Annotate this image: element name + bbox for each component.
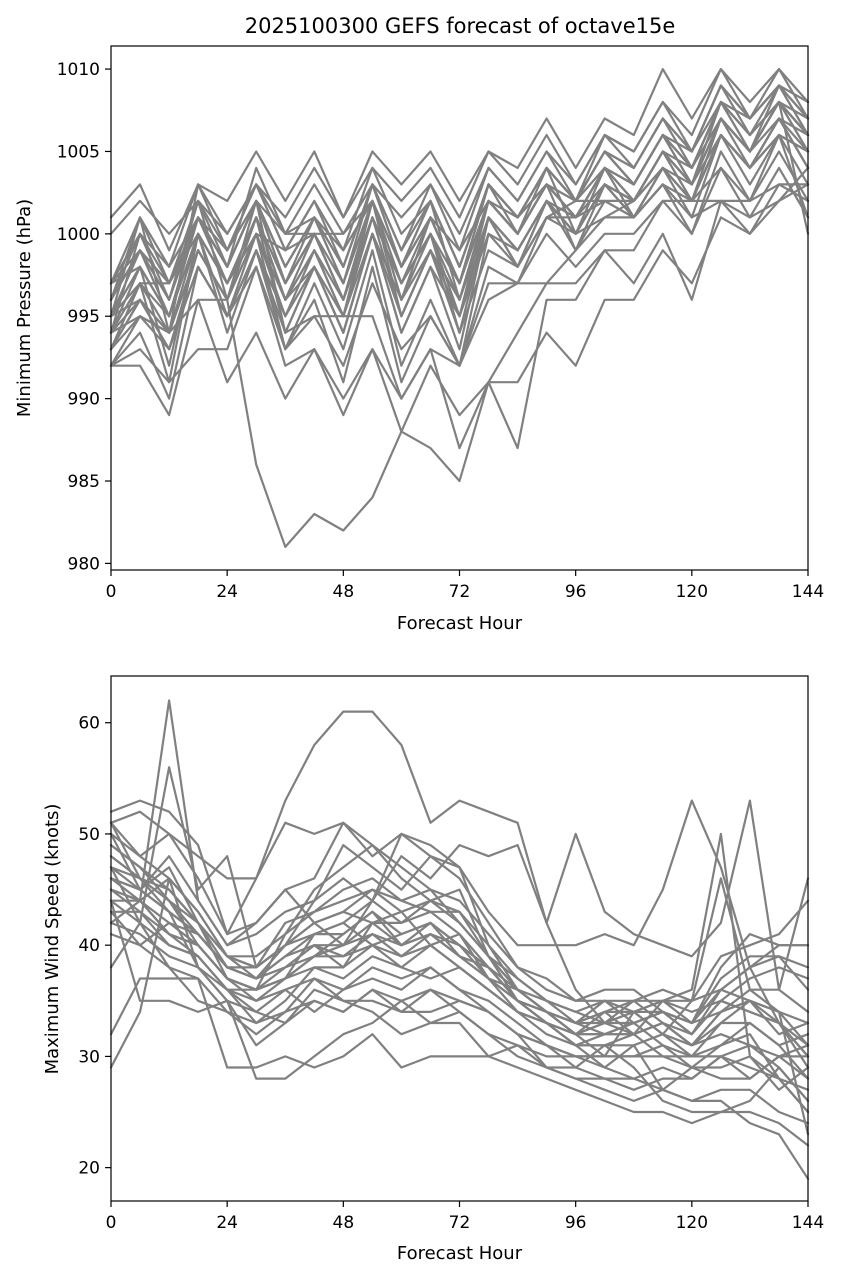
wind-panel: 0 24 48 72 96 120 144 20 30 40 50 60 Forecast Hour… [42, 675, 824, 1264]
pressure-x-tick-label: 120 [676, 582, 708, 602]
pressure-y-tick-label: 995 [68, 307, 100, 327]
chart-title: 2025100300 GEFS forecast of octave15e [245, 14, 676, 38]
wind-series-line-m02 [109, 710, 810, 991]
pressure-series-line-m06 [109, 67, 810, 252]
pressure-y-tick-label: 990 [68, 390, 100, 410]
pressure-x-ticks: 0 24 48 72 96 120 144 [106, 570, 824, 602]
wind-series-group [109, 699, 810, 1180]
pressure-x-tick-label: 96 [565, 582, 587, 602]
wind-y-ticks: 20 30 40 50 60 [78, 714, 111, 1179]
wind-y-tick-label: 40 [78, 936, 100, 956]
pressure-x-tick-label: 72 [449, 582, 471, 602]
wind-y-tick-label: 20 [78, 1159, 100, 1179]
wind-x-tick-label: 96 [565, 1213, 587, 1233]
pressure-series-line-m02 [109, 183, 810, 433]
wind-x-tick-label: 24 [216, 1213, 238, 1233]
pressure-x-axis-label: Forecast Hour [397, 613, 523, 634]
wind-series-line-m28 [109, 921, 810, 1080]
wind-series-line-m30 [109, 932, 810, 1103]
pressure-y-tick-label: 985 [68, 472, 100, 492]
wind-y-tick-label: 30 [78, 1047, 100, 1067]
pressure-x-tick-label: 48 [333, 582, 355, 602]
pressure-series-line-m28 [109, 100, 810, 318]
wind-x-axis-label: Forecast Hour [397, 1243, 523, 1264]
pressure-panel: 2025100300 GEFS forecast of octave15e 0 2… [14, 14, 824, 634]
pressure-series-group [109, 67, 810, 549]
wind-x-ticks: 0 24 48 72 96 120 144 [106, 1201, 824, 1233]
pressure-series-line-m29 [109, 117, 810, 351]
wind-y-tick-label: 60 [78, 714, 100, 734]
wind-x-tick-label: 120 [676, 1213, 708, 1233]
pressure-y-axis-label: Minimum Pressure (hPa) [14, 199, 35, 417]
wind-y-tick-label: 50 [78, 825, 100, 845]
pressure-y-tick-label: 980 [68, 554, 100, 574]
pressure-series-line-m20 [109, 84, 810, 301]
pressure-y-tick-label: 1010 [57, 60, 100, 80]
pressure-series-line-m30 [109, 100, 810, 285]
pressure-x-tick-label: 24 [216, 582, 238, 602]
pressure-x-tick-label: 144 [792, 582, 824, 602]
wind-x-tick-label: 144 [792, 1213, 824, 1233]
wind-series-line-m29 [109, 832, 810, 1069]
wind-series-line-m03 [109, 699, 810, 1114]
wind-y-axis-label: Maximum Wind Speed (knots) [42, 804, 63, 1075]
wind-x-tick-label: 72 [449, 1213, 471, 1233]
pressure-y-tick-label: 1005 [57, 142, 100, 162]
wind-series-line-m27 [109, 877, 810, 1058]
pressure-y-tick-label: 1000 [57, 225, 100, 245]
pressure-y-ticks: 980 985 990 995 1000 1005 1010 [57, 60, 111, 574]
wind-x-tick-label: 48 [333, 1213, 355, 1233]
wind-x-tick-label: 0 [106, 1213, 117, 1233]
pressure-x-tick-label: 0 [106, 582, 117, 602]
wind-series-line-m05 [109, 877, 810, 1080]
